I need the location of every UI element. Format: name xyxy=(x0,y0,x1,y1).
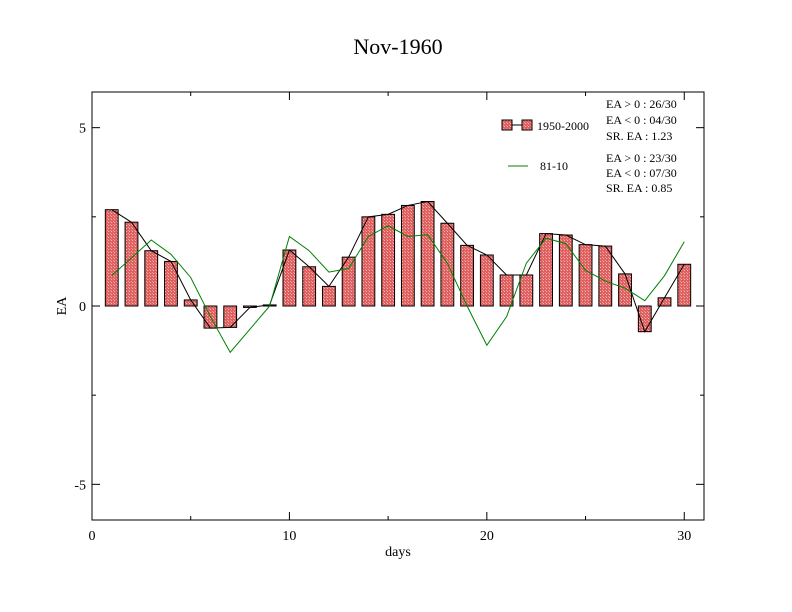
y-tick-label: 5 xyxy=(79,122,86,137)
bar xyxy=(144,250,159,307)
bar xyxy=(361,216,376,307)
chart-title: Nov-1960 xyxy=(353,34,442,59)
legend-series-2-label: 81-10 xyxy=(540,159,568,173)
annotation-ea-negative-1: EA < 0 : 04/30 xyxy=(606,113,677,127)
legend-series-1-label: 1950-2000 xyxy=(537,119,589,133)
y-tick-label: 0 xyxy=(79,300,86,315)
x-tick-label: 10 xyxy=(282,529,296,544)
x-tick-label: 0 xyxy=(89,529,96,544)
bar xyxy=(440,222,455,307)
x-axis-label: days xyxy=(385,545,411,560)
bar xyxy=(282,249,297,307)
annotation-ea-positive-1: EA > 0 : 26/30 xyxy=(606,97,677,111)
legend: 1950-2000 81-10 EA > 0 : 26/30 EA < 0 : … xyxy=(501,97,677,195)
y-axis-label: EA xyxy=(55,296,70,316)
bar xyxy=(223,305,238,328)
bar xyxy=(578,244,593,307)
annotation-sr-ea-2: SR. EA : 0.85 xyxy=(606,181,672,195)
bar xyxy=(124,221,139,307)
annotation-ea-positive-2: EA > 0 : 23/30 xyxy=(606,151,677,165)
annotation-sr-ea-1: SR. EA : 1.23 xyxy=(606,129,672,143)
series-1950-2000-line xyxy=(111,200,685,333)
bar xyxy=(499,274,514,307)
y-tick-label: -5 xyxy=(74,478,86,493)
legend-bar-swatch-left xyxy=(501,119,513,131)
bar xyxy=(420,200,435,307)
legend-bar-swatch-right xyxy=(521,119,533,131)
x-tick-label: 30 xyxy=(677,529,691,544)
series-81-10-line xyxy=(111,225,685,354)
bar xyxy=(519,274,534,307)
bar xyxy=(183,299,198,307)
bar xyxy=(104,209,119,307)
x-tick-label: 20 xyxy=(480,529,494,544)
bar xyxy=(164,260,178,307)
annotation-ea-negative-2: EA < 0 : 07/30 xyxy=(606,166,677,180)
bar xyxy=(400,204,415,307)
bar xyxy=(302,266,317,307)
bar xyxy=(618,273,632,307)
bar xyxy=(479,254,494,307)
bar xyxy=(598,245,613,307)
bar xyxy=(558,234,573,307)
bar xyxy=(677,263,692,307)
bar xyxy=(321,285,336,307)
